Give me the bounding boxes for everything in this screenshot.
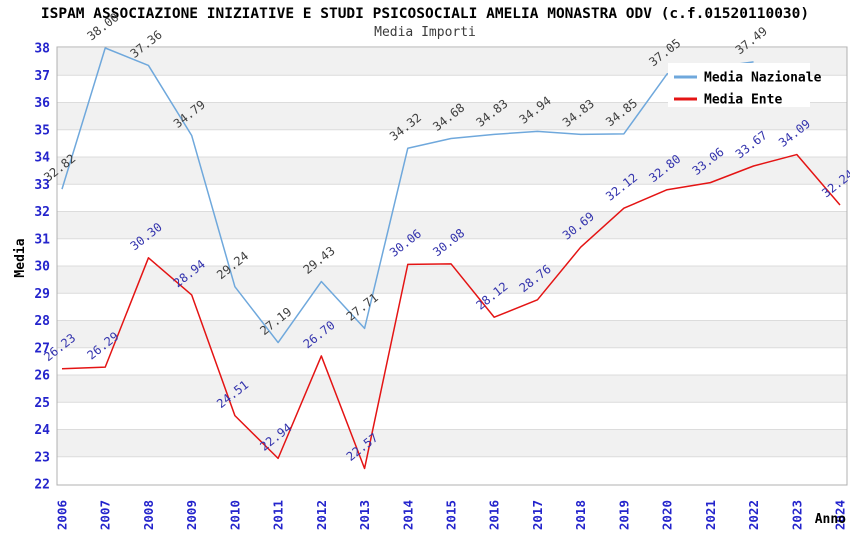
y-axis-title: Media [13, 238, 28, 277]
y-tick-label: 30 [34, 260, 50, 275]
y-tick-label: 24 [34, 423, 50, 438]
y-tick-label: 26 [34, 369, 50, 384]
x-axis-title: Anno [815, 512, 846, 527]
x-tick-label: 2013 [357, 500, 372, 530]
x-tick-label: 2011 [271, 500, 286, 530]
series-line-media-nazionale [61, 47, 754, 344]
plot-band [57, 266, 847, 294]
y-tick-label: 28 [34, 314, 50, 329]
plot-band [57, 347, 847, 375]
series-line-media-ente [61, 153, 841, 470]
y-tick-label: 25 [34, 396, 50, 411]
x-tick-label: 2016 [487, 500, 502, 530]
y-tick-label: 31 [34, 232, 50, 247]
y-tick-label: 22 [34, 478, 50, 493]
y-tick-label: 38 [34, 42, 50, 57]
x-tick-label: 2023 [789, 500, 804, 530]
x-tick-label: 2014 [400, 500, 415, 530]
chart-title: ISPAM ASSOCIAZIONE INIZIATIVE E STUDI PS… [40, 6, 810, 22]
x-tick-label: 2024 [833, 500, 848, 530]
plot-band [57, 129, 847, 157]
legend-label-media-nazionale: Media Nazionale [704, 71, 822, 86]
plot-band [57, 102, 847, 130]
x-tick-label: 2007 [98, 500, 113, 530]
x-tick-label: 2021 [703, 500, 718, 530]
plot-band [57, 184, 847, 212]
x-tick-label: 2008 [141, 500, 156, 530]
y-tick-label: 33 [34, 178, 50, 193]
x-tick-label: 2009 [184, 500, 199, 530]
y-tick-label: 34 [34, 151, 50, 166]
y-tick-label: 32 [34, 205, 50, 220]
plot-border [56, 46, 848, 486]
data-point-label: 38.00 [84, 10, 121, 43]
x-tick-label: 2015 [444, 500, 459, 530]
chart-subtitle: Media Importi [374, 25, 476, 40]
x-tick-label: 2012 [314, 500, 329, 530]
plot-band [57, 402, 847, 430]
plot-band [57, 320, 847, 348]
x-tick-label: 2010 [227, 500, 242, 530]
y-tick-label: 27 [34, 341, 50, 356]
plot-band [57, 238, 847, 266]
x-tick-label: 2018 [573, 500, 588, 530]
y-tick-label: 35 [34, 123, 50, 138]
x-tick-label: 2020 [660, 500, 675, 530]
plot-band [57, 375, 847, 403]
plot-band [57, 429, 847, 457]
y-tick-label: 37 [34, 69, 50, 84]
plot-band [57, 293, 847, 321]
legend-label-media-ente: Media Ente [704, 93, 782, 108]
plot-band [57, 157, 847, 185]
plot-band [57, 211, 847, 239]
x-tick-label: 2019 [616, 500, 631, 530]
x-tick-label: 2006 [55, 500, 70, 530]
x-tick-label: 2017 [530, 500, 545, 530]
y-tick-label: 36 [34, 96, 50, 111]
x-tick-label: 2022 [746, 500, 761, 530]
plot-band [57, 456, 847, 484]
y-tick-label: 23 [34, 450, 50, 465]
y-tick-label: 29 [34, 287, 50, 302]
